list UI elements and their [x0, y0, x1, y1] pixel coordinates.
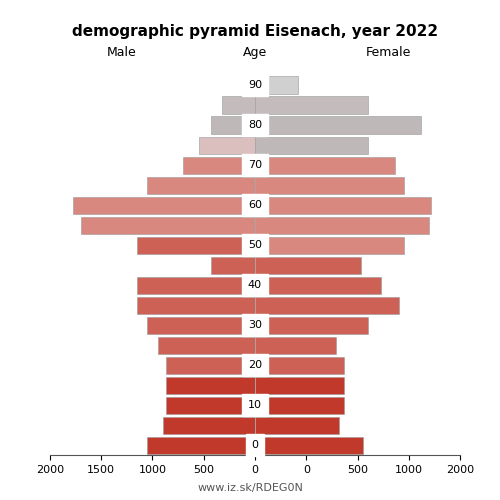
Text: 80: 80: [248, 120, 262, 130]
Bar: [137, 276, 255, 293]
Text: 10: 10: [248, 400, 262, 410]
Bar: [255, 136, 368, 154]
Bar: [255, 196, 432, 214]
Bar: [255, 76, 298, 94]
Text: 0: 0: [252, 440, 258, 450]
Bar: [80, 216, 255, 234]
Text: www.iz.sk/RDEG0N: www.iz.sk/RDEG0N: [197, 482, 303, 492]
Bar: [158, 336, 255, 353]
Text: 30: 30: [248, 320, 262, 330]
Bar: [137, 296, 255, 314]
Bar: [244, 76, 255, 94]
Bar: [198, 136, 255, 154]
Bar: [255, 256, 360, 274]
Bar: [166, 356, 255, 374]
Bar: [72, 196, 255, 214]
Bar: [255, 176, 404, 194]
Text: 60: 60: [248, 200, 262, 210]
Bar: [255, 96, 368, 114]
Bar: [255, 216, 429, 234]
Bar: [222, 96, 255, 114]
Text: 40: 40: [248, 280, 262, 290]
Text: Age: Age: [243, 46, 267, 59]
Text: 50: 50: [248, 240, 262, 250]
Bar: [255, 296, 398, 314]
Text: 20: 20: [248, 360, 262, 370]
Text: Male: Male: [107, 46, 136, 59]
Bar: [211, 256, 255, 274]
Bar: [183, 156, 255, 174]
Bar: [255, 156, 396, 174]
Text: 70: 70: [248, 160, 262, 170]
Bar: [255, 416, 339, 434]
Bar: [255, 356, 344, 374]
Bar: [137, 236, 255, 254]
Bar: [255, 116, 421, 134]
Bar: [211, 116, 255, 134]
Bar: [255, 316, 368, 334]
Bar: [148, 436, 255, 454]
Bar: [148, 316, 255, 334]
Bar: [255, 396, 344, 413]
Bar: [148, 176, 255, 194]
Text: Female: Female: [366, 46, 411, 59]
Bar: [255, 336, 336, 353]
Text: 90: 90: [248, 80, 262, 90]
Title: demographic pyramid Eisenach, year 2022: demographic pyramid Eisenach, year 2022: [72, 24, 438, 39]
Bar: [255, 376, 344, 394]
Bar: [166, 376, 255, 394]
Bar: [255, 236, 404, 254]
Bar: [166, 396, 255, 413]
Bar: [162, 416, 255, 434]
Bar: [255, 436, 362, 454]
Bar: [255, 276, 381, 293]
